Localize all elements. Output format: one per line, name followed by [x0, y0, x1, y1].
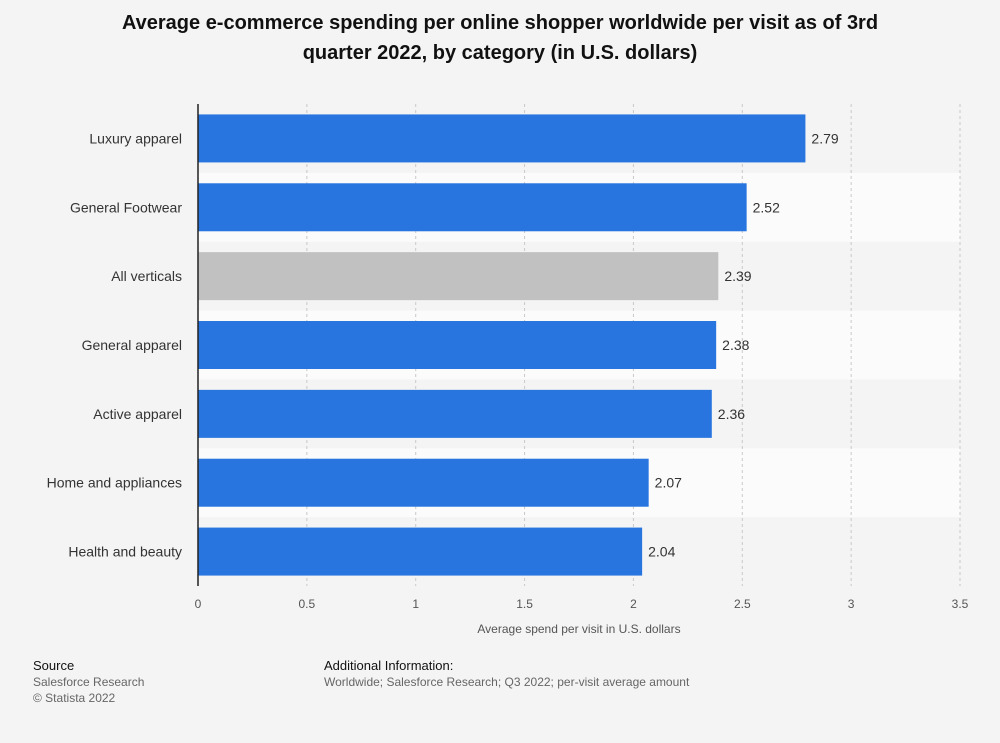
chart-title-line-1: Average e-commerce spending per online s…: [121, 12, 879, 34]
x-tick-label: 1: [412, 597, 419, 611]
value-label: 2.07: [655, 475, 682, 491]
x-tick-label: 3.5: [952, 597, 969, 611]
x-tick-label: 0.5: [299, 597, 316, 611]
category-label: Active apparel: [93, 406, 182, 422]
category-label: Luxury apparel: [89, 130, 182, 146]
category-label: All verticals: [111, 268, 182, 284]
chart-title-line-2: quarter 2022, by category (in U.S. dolla…: [302, 42, 698, 64]
category-label: Home and appliances: [47, 475, 182, 491]
x-tick-label: 1.5: [516, 597, 533, 611]
x-axis-title: Average spend per visit in U.S. dollars: [477, 622, 680, 636]
source-heading: Source: [33, 658, 75, 673]
bar-active-apparel: [198, 389, 712, 438]
x-tick-label: 3: [848, 597, 855, 611]
additional-info-block: Additional Information: Worldwide; Sales…: [324, 658, 689, 690]
category-label: Health and beauty: [68, 544, 182, 560]
x-tick-label: 2.5: [734, 597, 751, 611]
value-label: 2.79: [811, 130, 838, 146]
bar-health-and-beauty: [198, 527, 643, 576]
value-label: 2.04: [648, 544, 675, 560]
category-label: General apparel: [82, 337, 182, 353]
bar-general-apparel: [198, 321, 717, 369]
value-label: 2.38: [722, 337, 749, 353]
value-label: 2.52: [753, 199, 780, 215]
x-tick-label: 0: [195, 597, 202, 611]
value-label: 2.36: [718, 406, 745, 422]
category-label: General Footwear: [70, 199, 182, 215]
additional-info-text: Worldwide; Salesforce Research; Q3 2022;…: [324, 675, 690, 689]
bar-luxury-apparel: [198, 114, 806, 163]
x-tick-label: 2: [630, 597, 637, 611]
source-block: Source Salesforce Research © Statista 20…: [33, 658, 144, 706]
chart-title: Average e-commerce spending per online s…: [0, 8, 1000, 68]
copyright-text: © Statista 2022: [33, 691, 116, 705]
bar-home-and-appliances: [198, 458, 649, 507]
bar-all-verticals: [198, 252, 719, 301]
additional-info-heading: Additional Information:: [324, 658, 454, 673]
source-name: Salesforce Research: [33, 675, 145, 689]
bar-general-footwear: [198, 183, 747, 232]
value-label: 2.39: [724, 268, 751, 284]
